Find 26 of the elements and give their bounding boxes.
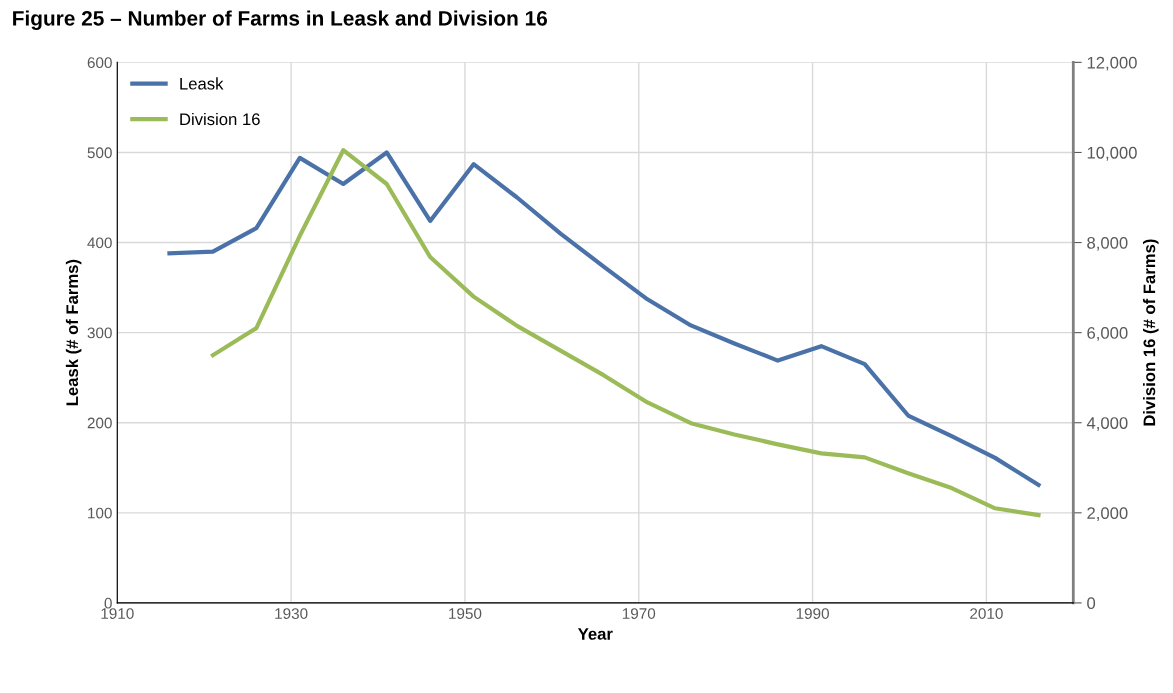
y-tick-label: 300 [87,327,112,339]
y-tick-label: 100 [88,507,112,519]
y2-tick-label: 10,000 [1087,146,1137,161]
x-tick-label: 1970 [622,608,656,619]
legend-label: Division 16 [180,112,260,126]
legend-label: Leask [180,77,224,90]
x-axis-title: Year [577,628,613,640]
y2-tick-label: 6,000 [1087,327,1128,341]
y-tick-label: 600 [87,57,112,69]
y2-tick-label: 2,000 [1087,507,1128,521]
y2-tick-label: 12,000 [1087,56,1137,71]
y2-axis-title: Division 16 (# of Farms) [1143,239,1159,426]
x-tick-label: 1990 [796,608,829,619]
x-tick-label: 2010 [970,608,1003,619]
y2-tick-label: 0 [1087,597,1096,610]
chart-title: Figure 25 – Number of Farms in Leask and Division 16 [13,10,548,30]
y-tick-label: 400 [87,237,112,249]
y-tick-label: 200 [87,417,112,429]
x-tick-label: 1930 [275,608,308,619]
y-tick-label: 0 [104,597,112,609]
y-axis-title: Leask (# of Farms) [65,259,82,406]
x-tick-label: 1950 [449,608,482,619]
y2-tick-label: 4,000 [1086,417,1128,431]
x-tick-label: 1910 [101,608,134,619]
y2-tick-label: 8,000 [1087,236,1128,251]
y-tick-label: 500 [87,147,112,159]
